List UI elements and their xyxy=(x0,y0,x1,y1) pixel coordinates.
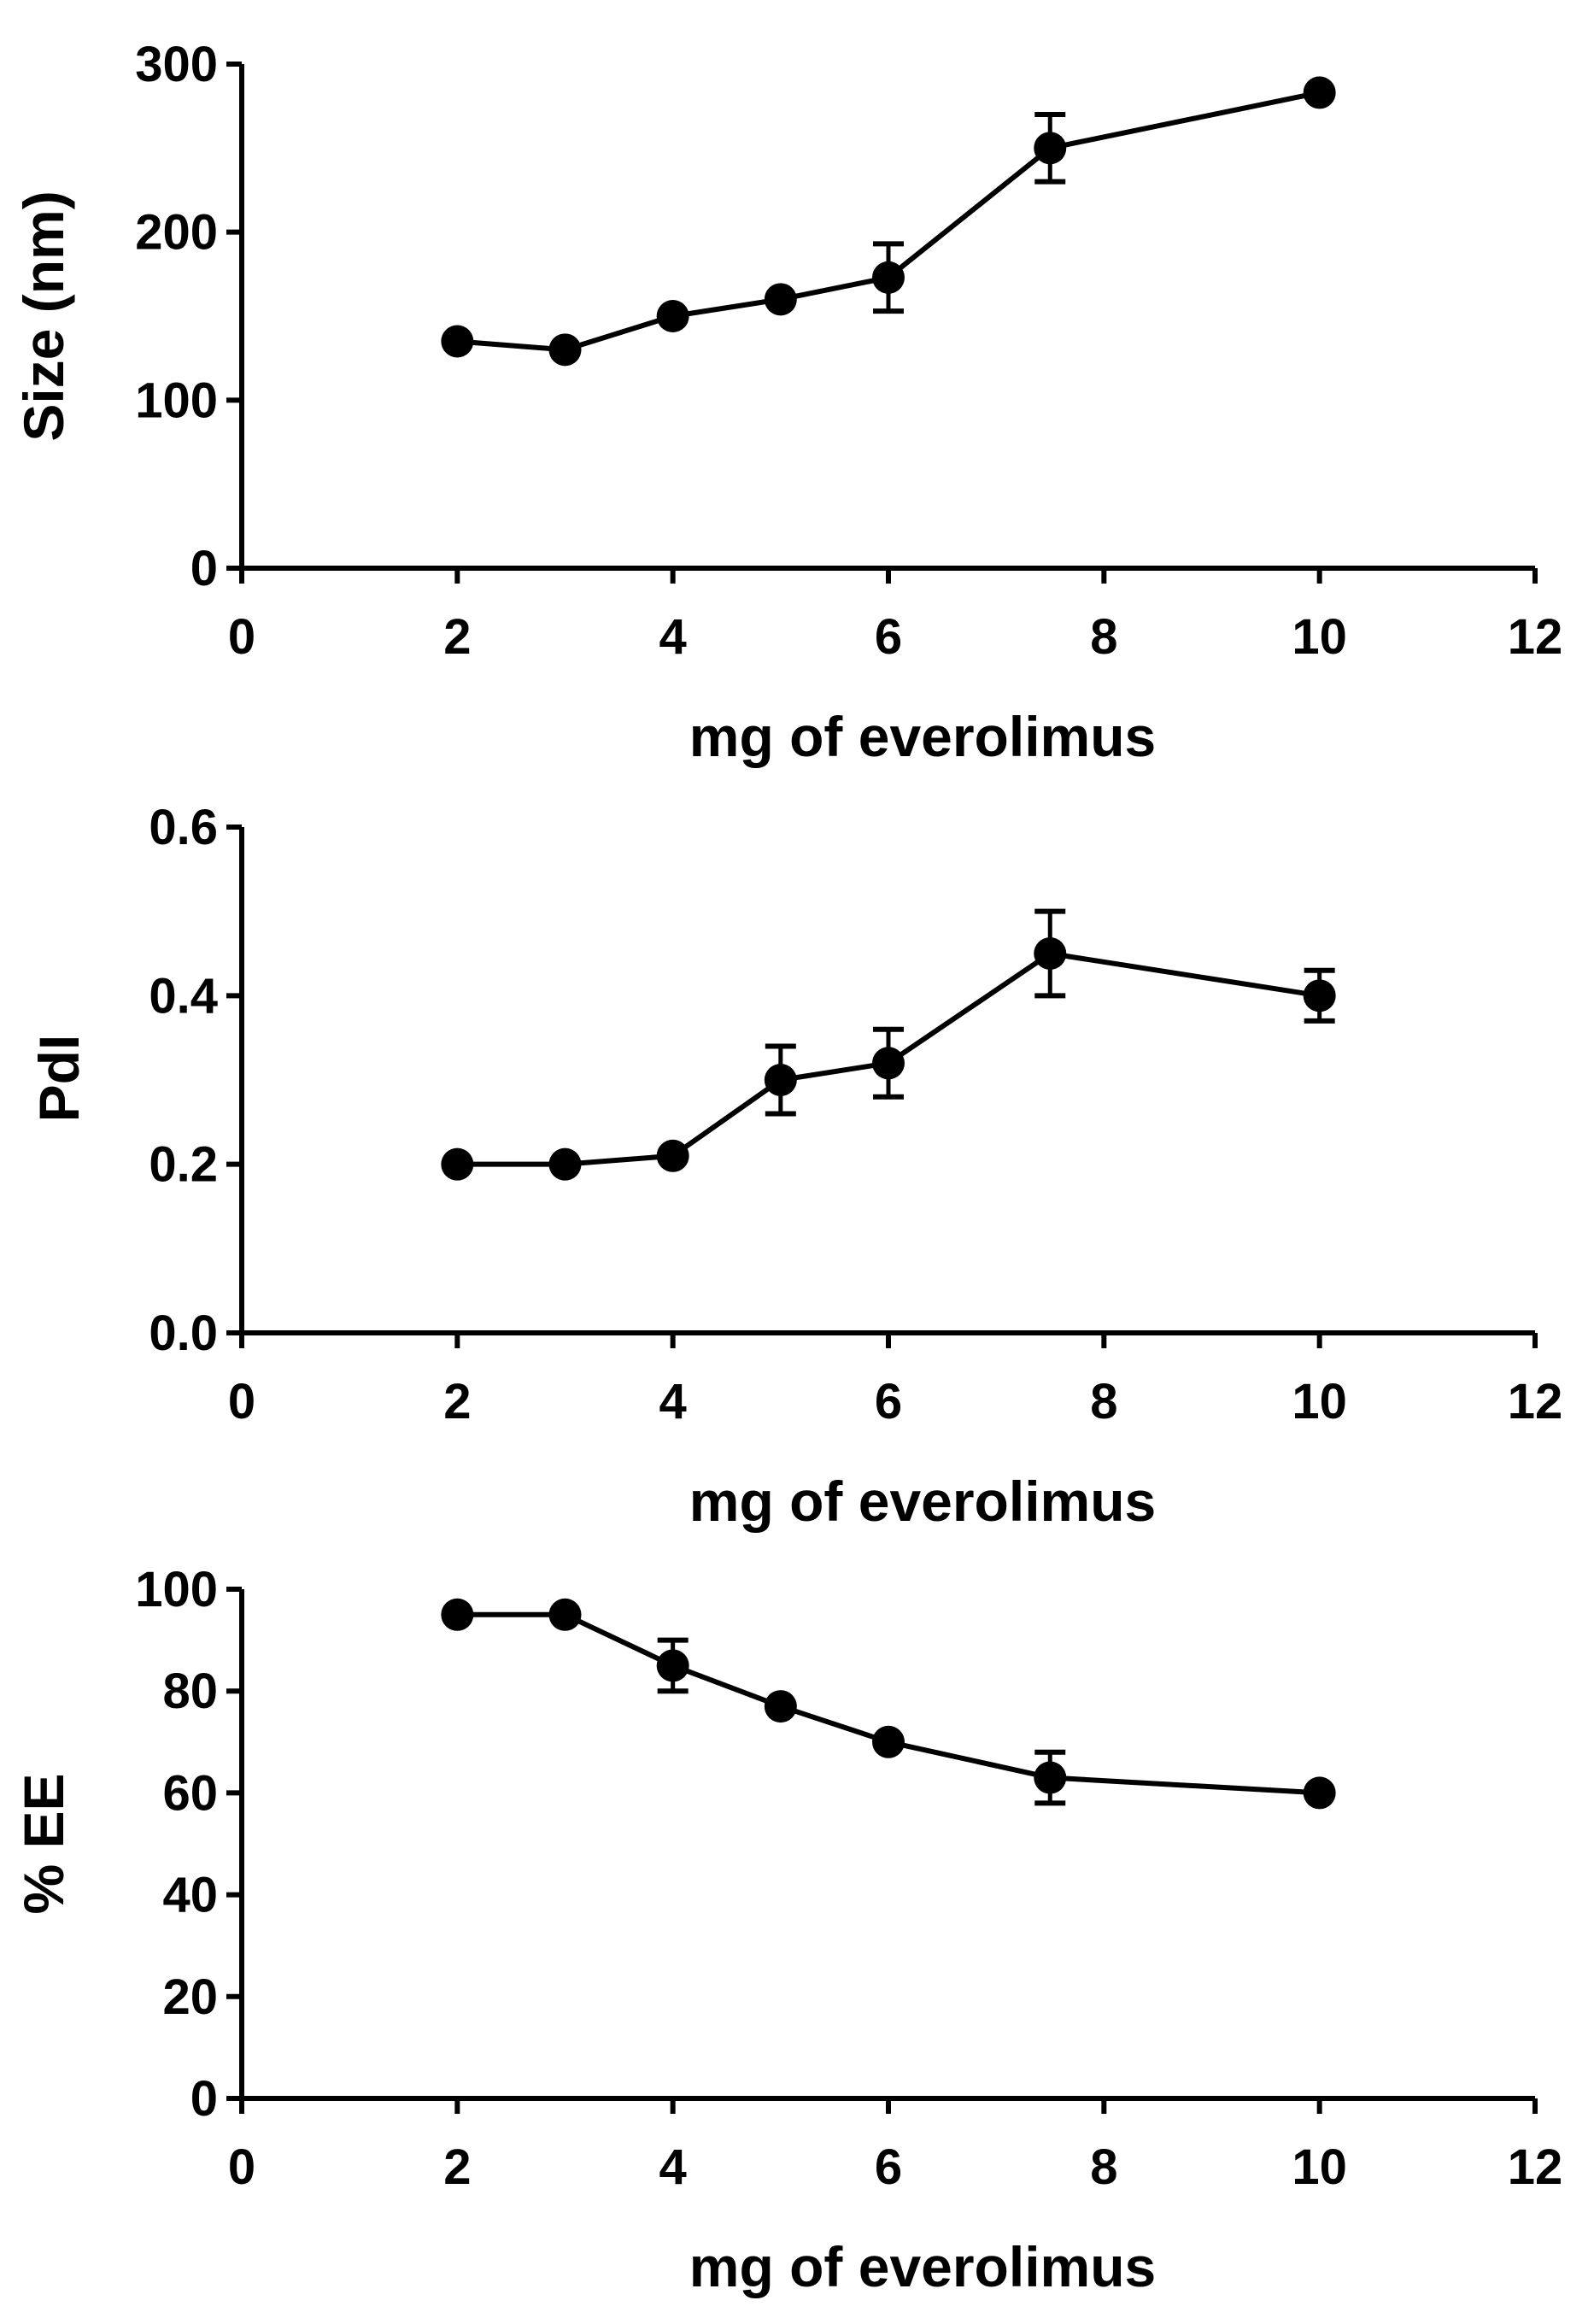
data-point xyxy=(548,333,582,367)
x-tick-label: 2 xyxy=(443,2139,471,2195)
y-tick-label: 100 xyxy=(135,373,218,428)
x-tick-label: 0 xyxy=(228,2139,255,2195)
y-tick-label: 0.0 xyxy=(149,1306,218,1361)
x-tick-label: 6 xyxy=(875,2139,902,2195)
data-point xyxy=(872,1047,905,1080)
data-point xyxy=(548,1147,582,1181)
x-tick-label: 8 xyxy=(1090,2139,1117,2195)
chart-panel-1: 0 100 200 300 0 2 4 6 8 10 12 mg of everolimus Size … xyxy=(12,37,1562,768)
x-axis-label: mg of everolimus xyxy=(689,2235,1156,2298)
y-tick-label: 60 xyxy=(162,1765,218,1821)
x-tick-label: 10 xyxy=(1292,1374,1347,1429)
data-point xyxy=(441,325,474,358)
data-point xyxy=(1303,979,1336,1012)
x-tick-label: 2 xyxy=(443,609,471,665)
x-tick-label: 2 xyxy=(443,1374,471,1429)
data-point xyxy=(764,283,797,316)
x-tick-label: 8 xyxy=(1090,609,1117,665)
x-tick-label: 6 xyxy=(875,609,902,665)
y-tick-label: 80 xyxy=(162,1664,218,1719)
x-tick-label: 4 xyxy=(659,2139,687,2195)
x-tick-label: 6 xyxy=(875,1374,902,1429)
y-tick-label: 0.4 xyxy=(149,968,218,1024)
data-point xyxy=(656,1139,689,1172)
y-tick-label: 0.6 xyxy=(149,800,218,855)
x-tick-label: 12 xyxy=(1508,1374,1563,1429)
x-tick-label: 10 xyxy=(1292,609,1347,665)
y-tick-label: 40 xyxy=(162,1868,218,1923)
y-tick-label: 100 xyxy=(135,1562,218,1617)
y-tick-label: 200 xyxy=(135,205,218,261)
x-tick-label: 8 xyxy=(1090,1374,1117,1429)
data-point xyxy=(764,1064,797,1096)
data-point xyxy=(1034,937,1067,970)
data-point xyxy=(1303,1776,1336,1810)
y-tick-label: 0 xyxy=(190,541,218,596)
data-point xyxy=(656,1649,689,1682)
data-point xyxy=(656,300,689,332)
data-point xyxy=(441,1598,474,1631)
x-axis-label: mg of everolimus xyxy=(689,1470,1156,1533)
data-point xyxy=(1034,132,1067,165)
y-tick-label: 0 xyxy=(190,2071,218,2127)
x-tick-label: 4 xyxy=(659,1374,687,1429)
data-point xyxy=(764,1690,797,1723)
x-axis-label: mg of everolimus xyxy=(689,705,1156,768)
data-point xyxy=(1034,1761,1067,1794)
x-tick-label: 0 xyxy=(228,1374,255,1429)
y-axis-label: Size (nm) xyxy=(12,191,75,441)
series-line xyxy=(457,1611,1320,1796)
x-tick-label: 4 xyxy=(659,609,687,665)
data-point xyxy=(872,261,905,294)
y-axis-label: PdI xyxy=(27,1035,91,1123)
chart-panel-3: 0 20 40 60 80 100 0 2 4 6 8 10 12 mg of everolimus % E… xyxy=(12,1562,1562,2298)
y-tick-label: 0.2 xyxy=(149,1137,218,1193)
data-point xyxy=(441,1147,474,1181)
data-point xyxy=(872,1725,905,1758)
y-tick-label: 20 xyxy=(162,1969,218,2025)
x-tick-label: 12 xyxy=(1508,2139,1563,2195)
data-point xyxy=(1303,76,1336,109)
x-tick-label: 0 xyxy=(228,609,255,665)
x-tick-label: 12 xyxy=(1508,609,1563,665)
chart-panel-2: 0.0 0.2 0.4 0.6 0 2 4 6 8 10 12 mg of everolimus PdI xyxy=(27,800,1562,1533)
y-tick-label: 300 xyxy=(135,37,218,92)
data-point xyxy=(548,1598,582,1631)
x-tick-label: 10 xyxy=(1292,2139,1347,2195)
y-axis-label: % EE xyxy=(12,1773,75,1914)
